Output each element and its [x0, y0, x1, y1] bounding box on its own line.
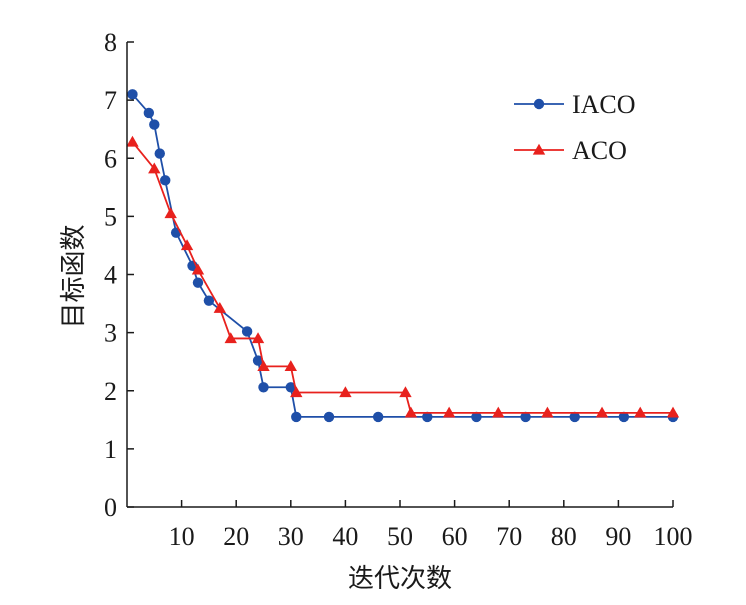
plot-area [126, 89, 680, 423]
data-point [127, 89, 138, 100]
data-point [257, 360, 270, 371]
y-tick-label: 3 [104, 319, 117, 348]
data-point [203, 295, 215, 306]
data-point [285, 382, 296, 393]
data-point [160, 175, 171, 186]
data-point [126, 135, 139, 147]
data-point [241, 326, 253, 337]
legend-label: IACO [572, 90, 636, 119]
data-point [148, 162, 161, 174]
series-line [131, 141, 673, 414]
data-point [520, 411, 531, 423]
y-tick-label: 7 [104, 86, 117, 115]
data-point [154, 148, 165, 159]
data-point [143, 107, 155, 119]
data-point [442, 406, 456, 418]
data-point [339, 386, 352, 398]
y-tick-label: 1 [104, 435, 117, 464]
x-tick-label: 30 [278, 522, 304, 551]
x-tick-label: 90 [605, 522, 631, 551]
x-tick-label: 10 [169, 522, 195, 551]
data-point [399, 386, 412, 398]
x-tick-label: 50 [387, 522, 413, 551]
y-axis-ticks: 0 1 2 3 4 5 6 7 8 [104, 28, 134, 522]
x-tick-label: 40 [332, 522, 358, 551]
y-tick-label: 0 [104, 493, 117, 522]
data-point [569, 411, 580, 423]
data-point [595, 406, 609, 418]
data-point [149, 119, 160, 130]
data-point [541, 406, 554, 418]
x-tick-label: 60 [442, 522, 468, 551]
data-point [224, 332, 237, 344]
legend-item: IACO [514, 90, 636, 119]
x-axis-ticks: 10 20 30 40 50 60 70 80 90 100 [169, 500, 693, 551]
y-tick-label: 6 [104, 144, 117, 173]
data-point [290, 386, 303, 398]
data-point [180, 239, 194, 251]
legend-marker [532, 143, 546, 155]
x-tick-label: 100 [654, 522, 693, 551]
x-tick-label: 20 [223, 522, 249, 551]
data-point [251, 332, 265, 344]
data-point [213, 302, 227, 313]
legend-marker [533, 98, 545, 110]
y-tick-label: 5 [104, 202, 117, 231]
legend-item: ACO [514, 136, 627, 165]
legend: IACO ACO [514, 90, 636, 165]
data-point [164, 207, 177, 219]
data-point [471, 411, 482, 423]
data-point [252, 355, 264, 366]
data-point [422, 411, 433, 423]
data-point [192, 277, 204, 288]
x-axis-title: 迭代次数 [348, 564, 452, 594]
data-point [258, 382, 269, 393]
x-tick-label: 70 [496, 522, 522, 551]
legend-label: ACO [572, 136, 627, 165]
data-point [404, 406, 418, 418]
data-point [372, 411, 384, 423]
data-point [191, 263, 205, 275]
data-point [323, 411, 335, 423]
y-tick-label: 2 [104, 377, 117, 406]
data-point [634, 406, 647, 418]
y-axis-title: 目标函数 [59, 224, 89, 328]
data-point [618, 411, 630, 423]
data-point [666, 406, 680, 418]
x-tick-label: 80 [551, 522, 577, 551]
series-aco [126, 135, 680, 418]
y-tick-label: 4 [104, 261, 117, 290]
data-point [492, 406, 505, 418]
data-point [284, 360, 297, 371]
y-tick-label: 8 [104, 28, 117, 57]
data-point [291, 411, 302, 423]
